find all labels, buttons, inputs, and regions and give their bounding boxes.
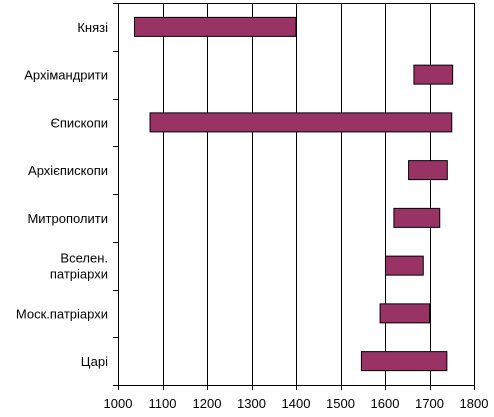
- x-tick-label: 1800: [460, 396, 489, 411]
- range-bar: [379, 303, 431, 324]
- gridlines: [163, 3, 431, 385]
- labels: 1000 1100 1200 1300 1400 1500 1600 1700 1800 Княз…: [16, 20, 489, 411]
- category-label: Царі: [81, 354, 108, 369]
- x-tick-label: 1600: [371, 396, 400, 411]
- x-tick-label: 1100: [149, 396, 177, 411]
- range-bar: [133, 16, 297, 37]
- range-bar: [149, 112, 453, 133]
- category-label: Архієпископи: [28, 163, 108, 178]
- range-bar: [393, 207, 441, 228]
- axes: [113, 3, 475, 390]
- category-label: Вселен.: [60, 251, 108, 266]
- x-tick-label: 1300: [237, 396, 266, 411]
- x-tick-label: 1200: [193, 396, 222, 411]
- range-bar: [384, 255, 424, 276]
- x-tick-label: 1500: [326, 396, 355, 411]
- category-label: Митрополити: [27, 211, 108, 226]
- x-tick-label: 1700: [415, 396, 444, 411]
- x-tick-label: 1000: [104, 396, 133, 411]
- category-label: Князі: [77, 20, 108, 35]
- range-bar: [360, 351, 448, 372]
- range-bar: [413, 64, 454, 85]
- x-tick-label: 1400: [282, 396, 311, 411]
- plot-frame: [118, 3, 475, 386]
- category-label: Архімандрити: [24, 68, 108, 83]
- category-label: патріархи: [50, 267, 108, 282]
- range-bar: [408, 160, 448, 181]
- category-label: Моск.патріархи: [16, 306, 108, 321]
- category-label: Єпископи: [50, 115, 108, 130]
- bars: [133, 16, 454, 372]
